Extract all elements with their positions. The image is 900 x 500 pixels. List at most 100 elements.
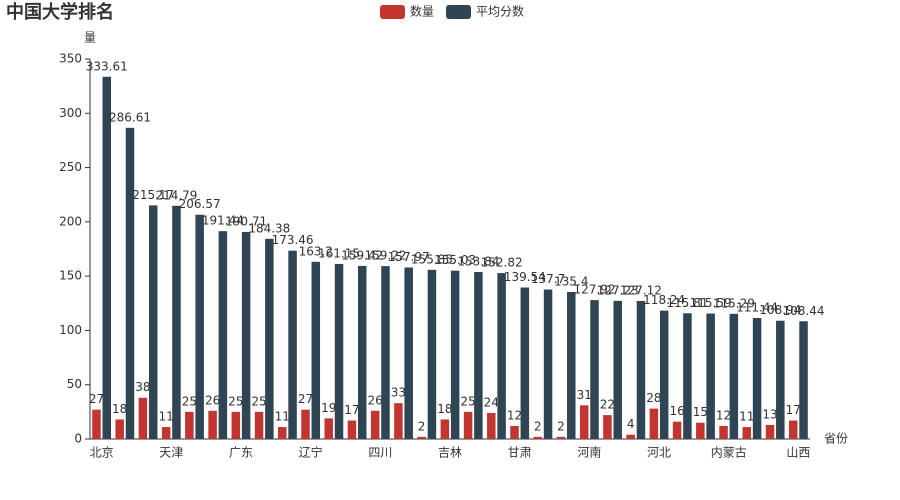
data-label: 15 xyxy=(693,405,708,419)
bar xyxy=(799,321,808,439)
legend-swatch xyxy=(380,5,405,19)
bar xyxy=(148,205,158,439)
data-label: 16 xyxy=(669,404,684,418)
bar xyxy=(649,408,659,439)
x-tick-label: 广东 xyxy=(229,446,253,460)
data-label: 215.17 xyxy=(132,188,174,202)
data-label: 115.29 xyxy=(713,296,755,310)
bar xyxy=(347,420,357,439)
data-label: 108.44 xyxy=(783,304,825,318)
data-label: 115.59 xyxy=(690,296,732,310)
x-tick-label: 山西 xyxy=(786,446,810,460)
bar xyxy=(510,425,519,439)
bar xyxy=(404,267,413,439)
bar xyxy=(301,409,310,439)
y-tick-label: 250 xyxy=(59,160,82,174)
bar xyxy=(440,419,450,439)
data-label: 2 xyxy=(418,419,426,433)
data-label: 137.7 xyxy=(531,272,565,286)
bar xyxy=(590,300,599,439)
data-label: 214.79 xyxy=(155,188,197,202)
data-label: 25 xyxy=(182,394,197,408)
data-label: 111.44 xyxy=(736,301,778,315)
bar xyxy=(357,265,367,439)
data-label: 153.84 xyxy=(457,254,499,268)
bar xyxy=(752,318,762,439)
data-label: 26 xyxy=(205,393,220,407)
data-label: 17 xyxy=(344,403,359,417)
data-label: 4 xyxy=(627,417,635,431)
data-label: 13 xyxy=(762,407,777,421)
bar xyxy=(334,264,344,439)
legend-swatch xyxy=(446,5,472,19)
x-tick-label: 河南 xyxy=(577,445,601,460)
bar xyxy=(278,427,287,439)
data-label: 163.2 xyxy=(299,244,333,258)
y-tick-label: 150 xyxy=(59,269,82,283)
bar xyxy=(288,250,297,439)
y-tick-label: 0 xyxy=(74,432,82,446)
bar xyxy=(427,269,437,439)
data-label: 27 xyxy=(89,392,104,406)
data-label: 11 xyxy=(739,410,754,424)
bar xyxy=(115,419,124,439)
data-label: 155.03 xyxy=(434,253,476,267)
data-label: 27 xyxy=(298,392,313,406)
data-label: 25 xyxy=(251,394,266,408)
data-label: 161.15 xyxy=(318,247,360,261)
data-label: 26 xyxy=(368,393,383,407)
x-tick-label: 河北 xyxy=(647,446,671,460)
bar xyxy=(683,313,692,439)
y-tick-label: 350 xyxy=(59,52,82,66)
data-label: 11 xyxy=(158,410,173,424)
bar xyxy=(241,231,251,439)
legend-label: 平均分数 xyxy=(476,4,524,19)
x-tick-label: 甘肃 xyxy=(508,446,532,460)
data-label: 184.38 xyxy=(248,221,290,235)
bar xyxy=(208,410,217,439)
x-tick-label: 吉林 xyxy=(438,446,462,460)
x-tick-label: 内蒙古 xyxy=(711,445,747,460)
bar xyxy=(626,434,635,439)
data-label: 12 xyxy=(716,408,731,422)
x-tick-label: 辽宁 xyxy=(299,445,323,460)
data-label: 190.71 xyxy=(225,214,267,228)
bar xyxy=(370,410,380,439)
bar xyxy=(92,409,101,439)
bar xyxy=(125,127,135,439)
data-label: 286.61 xyxy=(109,110,151,124)
bar xyxy=(497,273,506,439)
bar xyxy=(324,418,333,439)
data-label: 206.57 xyxy=(179,197,221,211)
x-axis-label: 省份 xyxy=(824,432,848,446)
data-label: 127.92 xyxy=(574,283,616,297)
bar xyxy=(102,76,112,439)
bar xyxy=(463,411,473,439)
bar xyxy=(265,238,274,439)
bar xyxy=(729,313,739,439)
y-tick-label: 200 xyxy=(59,214,82,228)
bar xyxy=(706,313,715,439)
bar xyxy=(311,261,321,439)
bar xyxy=(696,422,705,439)
data-label: 33 xyxy=(391,386,406,400)
bar xyxy=(742,427,752,439)
data-label: 157.97 xyxy=(388,250,430,264)
legend-label: 数量 xyxy=(410,4,434,19)
data-label: 11 xyxy=(275,410,290,424)
bar xyxy=(613,300,622,439)
data-label: 127.23 xyxy=(597,283,639,297)
bar xyxy=(765,424,775,439)
bar xyxy=(231,411,241,439)
data-label: 31 xyxy=(577,388,592,402)
y-tick-label: 300 xyxy=(59,106,82,120)
data-label: 2 xyxy=(557,419,565,433)
bar xyxy=(543,289,553,439)
data-label: 17 xyxy=(786,403,801,417)
bar xyxy=(567,291,576,439)
y-tick-label: 50 xyxy=(67,377,82,391)
data-label: 159.42 xyxy=(341,248,383,262)
chart-title: 中国大学排名 xyxy=(6,1,114,23)
bar xyxy=(381,266,390,439)
bar xyxy=(556,436,566,439)
